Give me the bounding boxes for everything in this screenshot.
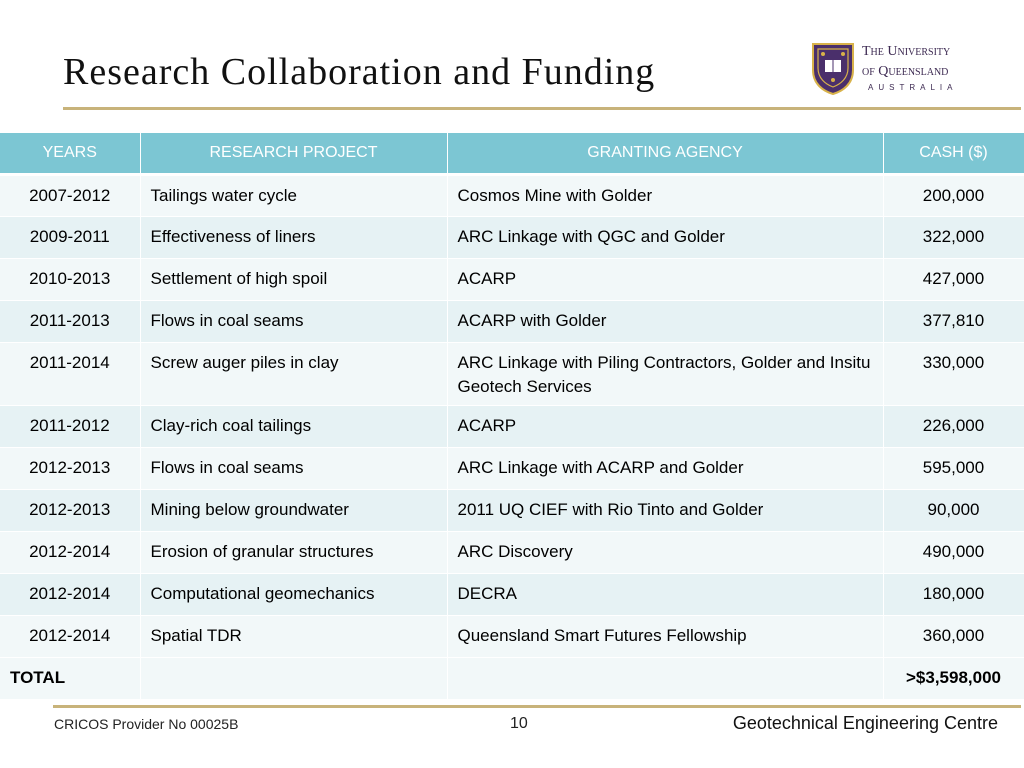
cell-years: 2012-2014 xyxy=(0,573,141,616)
cell-cash: 490,000 xyxy=(883,531,1024,574)
table-row: 2011-2012 Clay-rich coal tailings ACARP 226… xyxy=(0,405,1024,448)
cell-project: Erosion of granular structures xyxy=(140,531,448,574)
cell-agency: ACARP xyxy=(447,258,884,301)
cell-agency: ARC Linkage with Piling Contractors, Gol… xyxy=(447,342,884,406)
header-research-project: RESEARCH PROJECT xyxy=(140,133,448,176)
cell-cash: 595,000 xyxy=(883,447,1024,490)
cell-agency: ACARP with Golder xyxy=(447,300,884,343)
cell-years: 2011-2014 xyxy=(0,342,141,406)
cell-project: Mining below groundwater xyxy=(140,489,448,532)
table-row: 2009-2011 Effectiveness of liners ARC Link… xyxy=(0,216,1024,259)
cell-years: 2012-2013 xyxy=(0,489,141,532)
table-header-row: YEARS RESEARCH PROJECT GRANTING AGENCY C… xyxy=(0,133,1024,176)
funding-table: YEARS RESEARCH PROJECT GRANTING AGENCY C… xyxy=(0,133,1024,700)
cell-years: 2012-2014 xyxy=(0,615,141,658)
total-empty-cell xyxy=(447,657,884,700)
cell-cash: 360,000 xyxy=(883,615,1024,658)
table-row: 2012-2014 Computational geomechanics DECRA… xyxy=(0,573,1024,616)
total-value: >$3,598,000 xyxy=(883,657,1024,700)
cell-years: 2012-2013 xyxy=(0,447,141,490)
cell-agency: ARC Linkage with QGC and Golder xyxy=(447,216,884,259)
cell-project: Spatial TDR xyxy=(140,615,448,658)
cell-cash: 427,000 xyxy=(883,258,1024,301)
table-row: 2012-2013 Flows in coal seams ARC Linkage … xyxy=(0,447,1024,490)
table-row: 2011-2014 Screw auger piles in clay ARC Li… xyxy=(0,342,1024,406)
cell-agency: 2011 UQ CIEF with Rio Tinto and Golder xyxy=(447,489,884,532)
cell-years: 2009-2011 xyxy=(0,216,141,259)
cricos-provider: CRICOS Provider No 00025B xyxy=(54,716,239,732)
header-years: YEARS xyxy=(0,133,141,176)
university-logo: The University of Queensland AUSTRALIA xyxy=(810,40,1010,100)
cell-cash: 200,000 xyxy=(883,174,1024,217)
cell-agency: ARC Linkage with ACARP and Golder xyxy=(447,447,884,490)
cell-project: Flows in coal seams xyxy=(140,300,448,343)
cell-years: 2011-2013 xyxy=(0,300,141,343)
cell-cash: 226,000 xyxy=(883,405,1024,448)
footer-divider xyxy=(53,705,1021,708)
total-row: TOTAL >$3,598,000 xyxy=(0,657,1024,700)
cell-project: Screw auger piles in clay xyxy=(140,342,448,406)
cell-project: Tailings water cycle xyxy=(140,174,448,217)
header-cash: CASH ($) xyxy=(883,133,1024,176)
university-name-line2: of Queensland xyxy=(862,64,949,79)
cell-years: 2012-2014 xyxy=(0,531,141,574)
page-number: 10 xyxy=(510,715,528,732)
cell-agency: ACARP xyxy=(447,405,884,448)
university-name: The University of Queensland xyxy=(862,42,950,82)
cell-years: 2010-2013 xyxy=(0,258,141,301)
table-row: 2012-2014 Erosion of granular structures A… xyxy=(0,531,1024,574)
slide-title: Research Collaboration and Funding xyxy=(63,51,656,93)
table-row: 2011-2013 Flows in coal seams ACARP with G… xyxy=(0,300,1024,343)
cell-project: Computational geomechanics xyxy=(140,573,448,616)
table-row: 2007-2012 Tailings water cycle Cosmos Mine… xyxy=(0,174,1024,217)
table-row: 2012-2014 Spatial TDR Queensland Smart Fut… xyxy=(0,615,1024,658)
header-granting-agency: GRANTING AGENCY xyxy=(447,133,884,176)
cell-agency: DECRA xyxy=(447,573,884,616)
cell-cash: 90,000 xyxy=(883,489,1024,532)
cell-agency: Queensland Smart Futures Fellowship xyxy=(447,615,884,658)
table-row: 2012-2013 Mining below groundwater 2011 UQ… xyxy=(0,489,1024,532)
crest-icon xyxy=(812,43,854,96)
cell-project: Flows in coal seams xyxy=(140,447,448,490)
cell-project: Settlement of high spoil xyxy=(140,258,448,301)
cell-cash: 377,810 xyxy=(883,300,1024,343)
title-divider xyxy=(63,107,1021,110)
cell-project: Effectiveness of liners xyxy=(140,216,448,259)
university-country: AUSTRALIA xyxy=(868,83,958,92)
cell-years: 2011-2012 xyxy=(0,405,141,448)
cell-cash: 322,000 xyxy=(883,216,1024,259)
total-empty-cell xyxy=(140,657,448,700)
table-row: 2010-2013 Settlement of high spoil ACARP 42… xyxy=(0,258,1024,301)
cell-cash: 180,000 xyxy=(883,573,1024,616)
total-label: TOTAL xyxy=(0,657,141,700)
cell-agency: ARC Discovery xyxy=(447,531,884,574)
cell-project: Clay-rich coal tailings xyxy=(140,405,448,448)
centre-name: Geotechnical Engineering Centre xyxy=(732,713,998,733)
cell-cash: 330,000 xyxy=(883,342,1024,406)
cell-years: 2007-2012 xyxy=(0,174,141,217)
university-name-line1: The University xyxy=(862,44,951,59)
cell-agency: Cosmos Mine with Golder xyxy=(447,174,884,217)
